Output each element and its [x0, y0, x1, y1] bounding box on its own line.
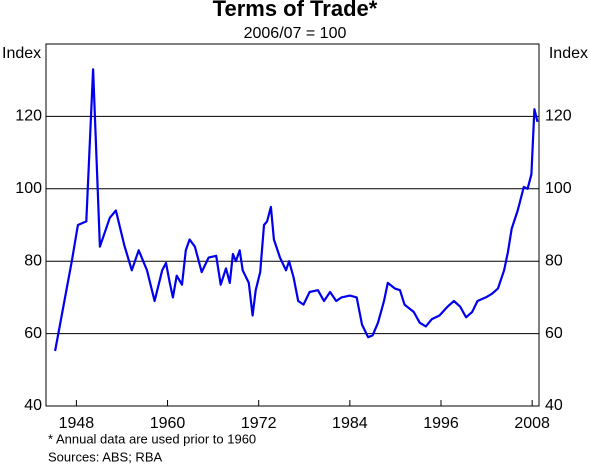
x-tick-label: 1972	[241, 415, 277, 432]
line-series	[54, 68, 539, 352]
y2-tick-label: 120	[545, 108, 572, 125]
chart-title: Terms of Trade*	[213, 0, 378, 21]
footnote: * Annual data are used prior to 1960	[48, 431, 256, 446]
y-axis-label: Index	[2, 45, 41, 62]
y2-tick-label: 40	[545, 397, 563, 414]
x-tick-label: 2008	[514, 415, 550, 432]
y2-tick-label: 80	[545, 252, 563, 269]
x-tick-label: 1948	[59, 415, 95, 432]
source-note: Sources: ABS; RBA	[48, 449, 162, 464]
x-tick-label: 1984	[332, 415, 368, 432]
y-tick-label: 120	[15, 108, 42, 125]
y2-tick-label: 60	[545, 325, 563, 342]
x-tick-label: 1996	[423, 415, 459, 432]
y-tick-label: 40	[24, 397, 42, 414]
x-tick-label: 1960	[150, 415, 186, 432]
y-tick-label: 100	[15, 180, 42, 197]
plot-frame	[45, 43, 540, 407]
y-tick-label: 80	[24, 252, 42, 269]
chart-subtitle: 2006/07 = 100	[244, 25, 347, 42]
y-tick-label: 60	[24, 325, 42, 342]
y2-tick-label: 100	[545, 180, 572, 197]
y2-axis-label: Index	[549, 45, 588, 62]
